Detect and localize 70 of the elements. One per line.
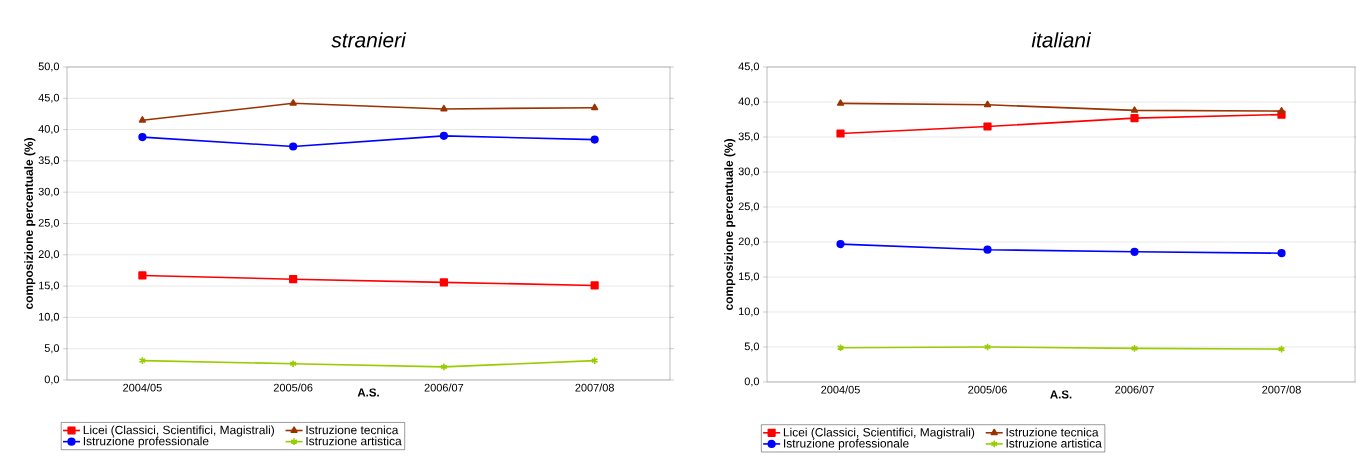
point [590, 103, 599, 111]
x-axis-title: A.S. [357, 388, 379, 397]
point [289, 275, 298, 284]
point [836, 239, 845, 249]
y-tick-label: 10,0 [39, 312, 60, 322]
chart-title: italiani [1031, 32, 1092, 48]
x-axis-title: A.S. [1050, 390, 1072, 399]
y-tick-label: 45,0 [738, 62, 760, 72]
legend-label: Licei (Classici, Scientifici, Magistrali) [83, 425, 274, 437]
y-tick-label: 30,0 [38, 187, 60, 197]
y-axis-title: composizione percentuale (%) [724, 139, 736, 311]
point [289, 142, 298, 151]
legend-label: Istruzione tecnica [1006, 427, 1099, 437]
legend-label: Istruzione tecnica [306, 425, 399, 435]
point [289, 359, 297, 368]
x-tick-label: 2006/07 [424, 383, 464, 392]
point [138, 133, 147, 142]
point [440, 362, 448, 371]
y-tick-label: 0,0 [44, 375, 60, 385]
y-tick-label: 40,0 [738, 97, 760, 107]
x-tick-label: 2005/06 [273, 383, 313, 392]
point [983, 342, 992, 352]
y-tick-label: 35,0 [38, 156, 60, 166]
x-tick-label: 2004/05 [123, 383, 162, 392]
point [590, 135, 599, 144]
y-tick-label: 5,0 [44, 344, 60, 354]
y-tick-label: 15,0 [39, 281, 60, 291]
y-tick-label: 10,0 [739, 307, 760, 317]
y-tick-label: 50,0 [38, 62, 60, 72]
x-tick-label: 2006/07 [1115, 385, 1154, 394]
point [836, 129, 845, 138]
point [983, 122, 992, 131]
point [138, 271, 147, 280]
x-tick-label: 2004/05 [821, 385, 860, 394]
y-tick-label: 5,0 [744, 342, 760, 352]
point [836, 99, 845, 106]
y-tick-label: 20,0 [738, 237, 760, 247]
x-tick-label: 2005/06 [968, 385, 1007, 394]
x-tick-label: 2007/08 [1262, 385, 1301, 394]
point [440, 104, 448, 112]
point [289, 99, 297, 106]
y-tick-label: 45,0 [38, 93, 60, 103]
chart-title: stranieri [331, 32, 407, 48]
y-tick-label: 35,0 [738, 132, 760, 142]
y-tick-label: 20,0 [38, 250, 60, 260]
y-axis-title: composizione percentuale (%) [24, 138, 36, 310]
legend-label: Istruzione professionale [83, 436, 209, 448]
point [1277, 249, 1286, 258]
legend-label: Istruzione artistica [1006, 438, 1102, 448]
point [439, 278, 448, 287]
point [1277, 106, 1286, 114]
y-tick-label: 25,0 [738, 202, 760, 212]
point [590, 281, 599, 290]
legend-label: Licei (Classici, Scientifici, Magistrali) [783, 427, 975, 439]
y-tick-label: 40,0 [38, 125, 60, 135]
y-tick-label: 0,0 [744, 377, 760, 387]
legend-label: Istruzione artistica [306, 436, 402, 446]
y-tick-label: 25,0 [38, 218, 60, 229]
point [983, 100, 992, 108]
y-tick-label: 30,0 [738, 167, 760, 177]
legend-label: Istruzione professionale [784, 438, 909, 450]
point [1130, 247, 1139, 256]
point [1130, 344, 1139, 353]
point [1130, 106, 1139, 113]
y-tick-label: 15,0 [739, 272, 760, 282]
x-tick-label: 2007/08 [575, 383, 614, 392]
point [1130, 113, 1139, 123]
point [138, 116, 147, 123]
point [439, 131, 448, 140]
point [983, 245, 992, 254]
